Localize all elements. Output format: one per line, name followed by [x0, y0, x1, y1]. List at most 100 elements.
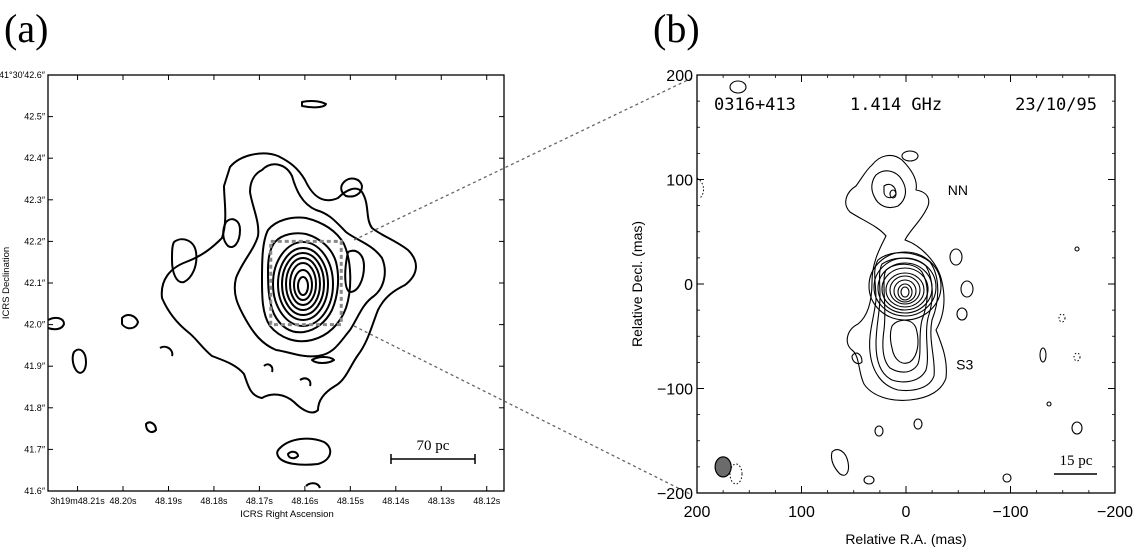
panel-b-x-tick-label: −200	[1097, 504, 1133, 521]
panel-b-island-3	[949, 248, 963, 266]
panel-b-core-contour-5	[885, 272, 925, 308]
panel-a-y-tick-label: 42.1″	[24, 278, 46, 288]
panel-a-island-6	[47, 316, 65, 331]
panel-b-y-tick-label: −100	[657, 382, 693, 399]
panel-b-x-tick-label: 0	[902, 504, 911, 521]
panel-a-x-tick-label: 48.17s	[246, 496, 274, 506]
panel-a-scale-bar-label: 70 pc	[417, 438, 450, 454]
panel-a-y-axis-label: ICRS Declination	[1, 247, 12, 319]
panel-b-s3-contour	[889, 319, 919, 364]
panel-b-x-tick-label: −100	[992, 504, 1028, 521]
panel-a-x-tick-label: 3h19m48.21s	[50, 496, 105, 506]
panel-b-y-axis-label: Relative Decl. (mas)	[629, 221, 645, 347]
panel-a-x-tick-label: 48.18s	[200, 496, 228, 506]
panel-b-outer-contour	[845, 154, 947, 401]
panel-b-date: 23/10/95	[1015, 95, 1097, 115]
zoom-connector-bottom	[353, 325, 693, 496]
zoom-connector-top	[353, 77, 693, 241]
panel-a-core-contour-5	[285, 257, 321, 311]
panel-a-third-contour	[261, 216, 352, 343]
panel-a-zoom-box	[269, 239, 343, 327]
panel-a-label: (a)	[4, 6, 48, 51]
panel-a-y-tick-label: 41.6″	[24, 486, 46, 496]
panel-b-y-tick-label: 200	[666, 68, 693, 85]
panel-b-scale-bar: 15 pc	[1054, 453, 1097, 475]
panel-b-x-axis-label: Relative R.A. (mas)	[845, 531, 966, 547]
panel-b-core-contour-7	[893, 279, 917, 303]
panel-b-y-tick-label: −200	[657, 486, 693, 503]
panel-a-scale-bar: 70 pc	[390, 438, 476, 464]
panel-a-y-tick-label: 42.4″	[24, 153, 46, 163]
panel-b-island-2	[901, 150, 919, 162]
panel-b-island-4	[960, 280, 974, 298]
panel-b-island-1	[729, 80, 747, 94]
panel-a-core-contour-6	[289, 262, 317, 306]
panel-a-island-2	[344, 249, 365, 293]
panel-a-y-tick-label: 42.3″	[24, 195, 46, 205]
panel-b-island-9	[1071, 421, 1083, 435]
panel-b-label: (b)	[653, 6, 700, 51]
panel-b-jet-contour-3	[882, 263, 928, 373]
panel-b-x-ticks: 200 100 0 −100 −200	[684, 75, 1133, 521]
panel-b-island-5	[956, 307, 968, 321]
panel-b-core-contour-9	[900, 286, 910, 298]
panel-a-island-10	[159, 345, 174, 357]
panel-a-core-contour-1	[267, 232, 340, 334]
panel-a-island-11	[276, 437, 332, 466]
panel-a-x-tick-label: 48.16s	[291, 496, 319, 506]
panel-a-x-tick-label: 48.12s	[473, 496, 501, 506]
panel-a-island-9	[145, 421, 157, 433]
panel-a-island-13	[305, 482, 321, 489]
panel-a-x-axis-label: ICRS Right Ascension	[240, 509, 333, 520]
panel-b-y-tick-label: 0	[684, 277, 693, 294]
panel-a-core-contour-8	[297, 276, 309, 296]
panel-b-core-contour-4	[881, 267, 929, 311]
panel-a-core-contour-7	[293, 269, 313, 301]
panel-a-x-tick-label: 48.20s	[109, 496, 137, 506]
panel-b-beam-ellipse	[714, 456, 732, 478]
panel-a-second-contour	[233, 163, 386, 358]
panel-b-island-6	[1039, 347, 1047, 363]
panel-a-island-3	[171, 238, 198, 284]
panel-a-y-tick-label: 42.2″	[24, 236, 46, 246]
panel-a-y-tick-label: 41°30′42.6″	[0, 70, 46, 80]
panel-a-x-tick-label: 48.19s	[155, 496, 183, 506]
panel-b-jet-contour-1	[869, 252, 939, 392]
panel-a-island-8	[71, 348, 87, 374]
panel-a-core-contour-4	[281, 252, 325, 316]
panel-b-label-nn: NN	[948, 182, 968, 198]
panel-a-x-ticks: 3h19m48.21s 48.20s 48.19s 48.18s 48.17s 48.16…	[50, 75, 501, 506]
panel-b-island-11	[874, 425, 884, 437]
panel-a-y-tick-label: 41.9″	[24, 361, 46, 371]
panel-b-core-contour-1	[868, 251, 942, 321]
panel-b-core-contour-3	[877, 262, 933, 314]
panel-b-island-8	[1046, 401, 1052, 407]
panel-b-source-name: 0316+413	[714, 95, 796, 115]
panel-a-y-tick-label: 41.8″	[24, 403, 46, 413]
panel-a-frame	[47, 74, 505, 492]
panel-b-core-contour-6	[889, 275, 921, 305]
panel-b-island-7	[1074, 246, 1080, 252]
panel-a-x-tick-label: 48.15s	[337, 496, 365, 506]
panel-a-island-14	[311, 356, 335, 364]
panel-b-jet-contour-2	[875, 257, 933, 383]
panel-b-negative-contour-2	[1058, 313, 1066, 323]
panel-a-island-12	[287, 450, 299, 460]
panel-b: (b) 200 100 0 −100 −200 200 100 0 −100 −200 Rela…	[629, 6, 1133, 547]
zoom-connectors	[353, 77, 693, 496]
panel-a-island-4	[340, 177, 363, 198]
panel-a-x-tick-label: 48.13s	[428, 496, 456, 506]
panel-b-nn-contour-1	[871, 170, 907, 209]
panel-a-y-tick-label: 42.0″	[24, 320, 46, 330]
panel-b-island-14	[830, 449, 850, 476]
panel-a-island-16	[299, 377, 312, 387]
panel-a-island-1	[222, 218, 241, 248]
panel-a-y-tick-label: 42.5″	[24, 112, 46, 122]
panel-b-island-15	[851, 352, 863, 365]
panel-b-x-tick-label: 200	[684, 504, 711, 521]
panel-b-negative-contours	[696, 177, 1081, 485]
panel-a-outer-contour	[160, 152, 417, 414]
panel-b-island-10	[1002, 473, 1012, 483]
panel-a-island-7	[121, 314, 139, 330]
